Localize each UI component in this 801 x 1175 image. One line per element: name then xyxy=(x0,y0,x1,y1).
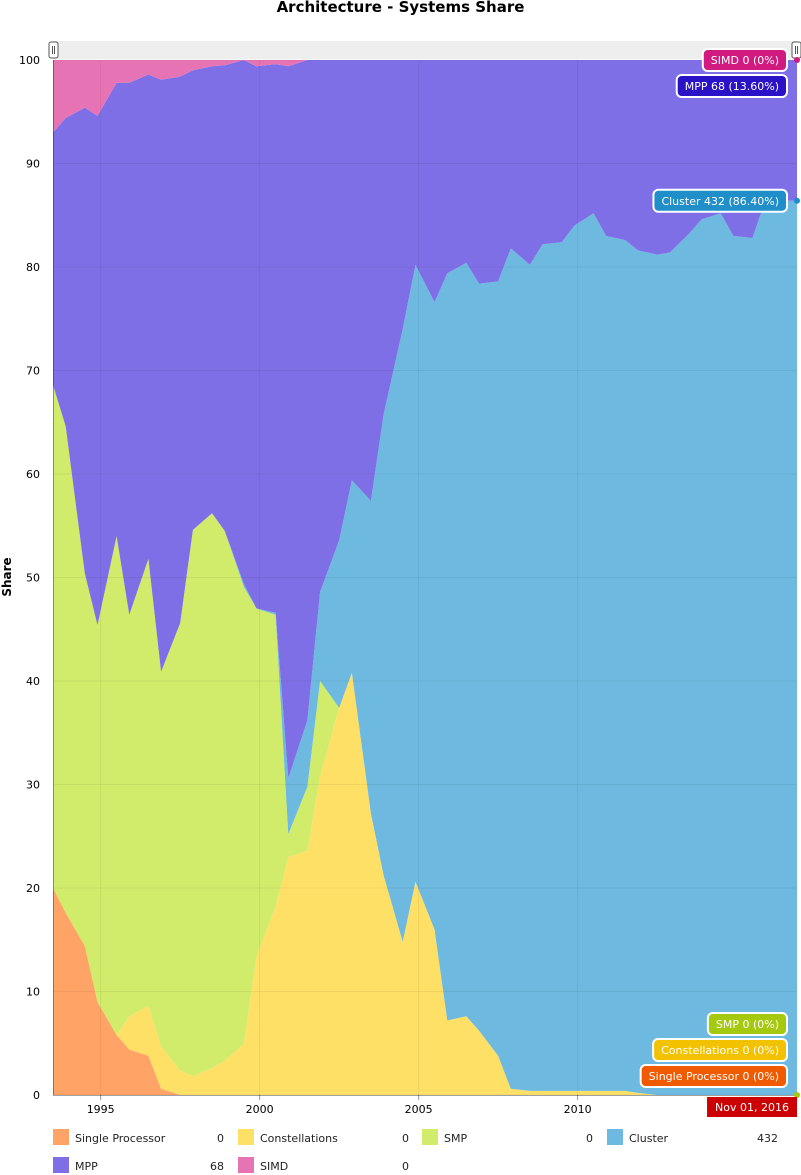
x-tick-label: 2005 xyxy=(405,1103,433,1116)
x-tick-label: 2010 xyxy=(564,1103,592,1116)
scrollbar-right-handle[interactable] xyxy=(791,41,801,59)
y-tick-label: 40 xyxy=(26,675,40,688)
legend-swatch xyxy=(53,1129,69,1145)
legend-item-smp[interactable]: SMP 0 xyxy=(422,1129,593,1147)
x-tick-label: 2000 xyxy=(246,1103,274,1116)
y-tick-label: 50 xyxy=(26,572,40,585)
y-tick-label: 100 xyxy=(19,54,40,67)
tooltip-smp: SMP 0 (0%) xyxy=(706,1012,788,1036)
area-series-group xyxy=(53,60,797,1096)
legend-value: 0 xyxy=(402,1160,409,1173)
legend-label: Single Processor xyxy=(75,1132,166,1145)
grid-lines xyxy=(53,59,797,1096)
tooltip-text: SIMD 0 (0%) xyxy=(711,54,779,67)
x-tick-label: 1995 xyxy=(87,1103,115,1116)
legend-label: SIMD xyxy=(260,1160,289,1173)
legend-value: 0 xyxy=(217,1132,224,1145)
legend-label: Constellations xyxy=(260,1132,338,1145)
point-marker xyxy=(794,57,800,63)
y-tick-label: 20 xyxy=(26,882,40,895)
cursor-date-label: Nov 01, 2016 xyxy=(707,1097,797,1117)
y-tick-label: 0 xyxy=(33,1089,40,1102)
cursor-date-text: Nov 01, 2016 xyxy=(715,1101,789,1114)
legend-value: 0 xyxy=(402,1132,409,1145)
legend-label: MPP xyxy=(75,1160,98,1173)
legend-swatch xyxy=(238,1129,254,1145)
area-simd[interactable] xyxy=(53,60,797,133)
area-cluster[interactable] xyxy=(53,200,797,1096)
legend-value: 68 xyxy=(210,1160,224,1173)
area-single-processor[interactable] xyxy=(53,888,797,1095)
scrollbar-track[interactable] xyxy=(53,41,797,59)
y-tick-label: 70 xyxy=(26,365,40,378)
legend-swatch xyxy=(607,1129,623,1145)
chart-title: Architecture - Systems Share xyxy=(276,0,525,16)
tooltip-cluster: Cluster 432 (86.40%) xyxy=(652,188,788,213)
tooltip-text: MPP 68 (13.60%) xyxy=(685,80,779,93)
tooltip-simd: SIMD 0 (0%) xyxy=(701,48,788,72)
y-tick-label: 60 xyxy=(26,468,40,481)
legend-item-cluster[interactable]: Cluster 432 xyxy=(607,1129,778,1147)
legend-swatch xyxy=(422,1129,438,1145)
tooltip-group: SIMD 0 (0%) MPP 68 (13.60%) Cluster 432 (8… xyxy=(639,48,800,1117)
y-tick-label: 10 xyxy=(26,986,40,999)
tooltip-constellations: Constellations 0 (0%) xyxy=(652,1038,788,1062)
point-marker xyxy=(794,197,800,204)
area-constellations[interactable] xyxy=(53,672,797,1095)
legend-label: Cluster xyxy=(629,1132,669,1145)
legend-value: 432 xyxy=(757,1132,778,1145)
y-tick-label: 30 xyxy=(26,779,40,792)
area-smp[interactable] xyxy=(53,385,797,1095)
tooltip-mpp: MPP 68 (13.60%) xyxy=(675,74,788,98)
area-mpp[interactable] xyxy=(53,60,797,779)
tooltip-text: SMP 0 (0%) xyxy=(716,1018,779,1031)
x-axis: 1995 2000 2005 2010 xyxy=(53,1095,797,1116)
scrollbar-left-handle[interactable] xyxy=(48,41,59,59)
legend-item-constellations[interactable]: Constellations 0 xyxy=(238,1129,409,1147)
y-tick-label: 90 xyxy=(26,158,40,171)
point-marker xyxy=(794,1092,800,1098)
legend-swatch xyxy=(238,1157,254,1173)
tooltip-text: Constellations 0 (0%) xyxy=(661,1044,779,1057)
legend-item-single-processor[interactable]: Single Processor 0 xyxy=(53,1129,224,1147)
tooltip-text: Cluster 432 (86.40%) xyxy=(661,195,779,208)
legend-item-mpp[interactable]: MPP 68 xyxy=(53,1157,224,1175)
y-axis: 0 10 20 30 40 50 60 70 80 90 100 xyxy=(19,54,54,1102)
legend-label: SMP xyxy=(444,1132,468,1145)
tooltip-single-processor: Single Processor 0 (0%) xyxy=(639,1064,788,1088)
tooltip-text: Single Processor 0 (0%) xyxy=(649,1070,779,1083)
y-tick-label: 80 xyxy=(26,261,40,274)
chart-legend: Single Processor 0 Constellations 0 SMP 0 Clus… xyxy=(0,1126,801,1175)
legend-value: 0 xyxy=(586,1132,593,1145)
legend-item-simd[interactable]: SIMD 0 xyxy=(238,1157,409,1175)
legend-swatch xyxy=(53,1157,69,1173)
